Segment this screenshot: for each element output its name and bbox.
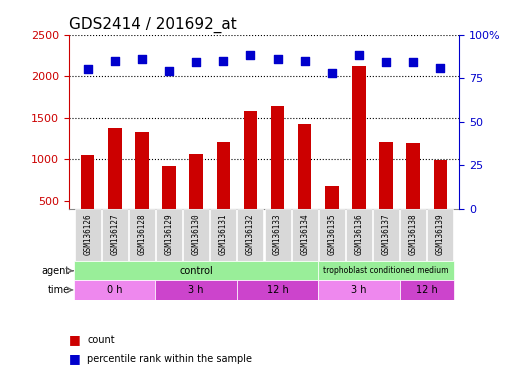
FancyBboxPatch shape	[74, 209, 101, 261]
Text: GSM136126: GSM136126	[83, 213, 92, 255]
Point	[409, 60, 418, 66]
Bar	[325, 185, 338, 242]
Text: GSM136139: GSM136139	[436, 213, 445, 255]
Point	[246, 52, 254, 58]
Text: 3 h: 3 h	[188, 285, 204, 295]
Point	[327, 70, 336, 76]
Text: agent: agent	[42, 266, 70, 276]
FancyBboxPatch shape	[129, 209, 155, 261]
Text: percentile rank within the sample: percentile rank within the sample	[87, 354, 252, 364]
Text: trophoblast conditioned medium: trophoblast conditioned medium	[323, 266, 449, 275]
Text: GSM136128: GSM136128	[137, 213, 146, 255]
Text: GSM136130: GSM136130	[192, 213, 201, 255]
FancyBboxPatch shape	[183, 209, 209, 261]
FancyBboxPatch shape	[319, 209, 345, 261]
FancyBboxPatch shape	[102, 209, 128, 261]
FancyBboxPatch shape	[74, 261, 318, 280]
Text: GSM136136: GSM136136	[354, 213, 363, 255]
Text: GSM136135: GSM136135	[327, 213, 336, 255]
Bar	[298, 124, 312, 242]
Point	[382, 60, 390, 66]
Bar	[243, 111, 257, 242]
FancyBboxPatch shape	[373, 209, 399, 261]
FancyBboxPatch shape	[400, 209, 426, 261]
Text: GSM136133: GSM136133	[273, 213, 282, 255]
Bar	[135, 132, 149, 242]
Text: 3 h: 3 h	[351, 285, 367, 295]
Text: 12 h: 12 h	[416, 285, 438, 295]
FancyBboxPatch shape	[155, 280, 237, 300]
Bar	[271, 106, 285, 242]
Point	[436, 65, 445, 71]
Text: 0 h: 0 h	[107, 285, 122, 295]
Text: count: count	[87, 335, 115, 345]
Text: GDS2414 / 201692_at: GDS2414 / 201692_at	[69, 17, 237, 33]
Bar	[352, 66, 366, 242]
Point	[355, 52, 363, 58]
FancyBboxPatch shape	[156, 209, 182, 261]
Bar	[433, 160, 447, 242]
Bar	[108, 127, 121, 242]
Bar	[379, 142, 393, 242]
Text: GSM136138: GSM136138	[409, 213, 418, 255]
FancyBboxPatch shape	[346, 209, 372, 261]
FancyBboxPatch shape	[237, 280, 318, 300]
Text: GSM136134: GSM136134	[300, 213, 309, 255]
FancyBboxPatch shape	[210, 209, 237, 261]
FancyBboxPatch shape	[74, 280, 155, 300]
FancyBboxPatch shape	[238, 209, 263, 261]
Bar	[162, 166, 176, 242]
FancyBboxPatch shape	[427, 209, 454, 261]
Bar	[216, 142, 230, 242]
Point	[83, 66, 92, 73]
FancyBboxPatch shape	[265, 209, 290, 261]
Bar	[407, 143, 420, 242]
Bar	[81, 155, 95, 242]
FancyBboxPatch shape	[318, 261, 454, 280]
Text: control: control	[180, 266, 213, 276]
Text: 12 h: 12 h	[267, 285, 288, 295]
FancyBboxPatch shape	[400, 280, 454, 300]
Text: ■: ■	[69, 333, 80, 346]
Point	[274, 56, 282, 62]
FancyBboxPatch shape	[318, 280, 400, 300]
FancyBboxPatch shape	[291, 209, 318, 261]
Point	[110, 58, 119, 64]
Point	[219, 58, 228, 64]
Text: GSM136137: GSM136137	[382, 213, 391, 255]
Text: time: time	[48, 285, 70, 295]
Point	[300, 58, 309, 64]
Text: GSM136127: GSM136127	[110, 213, 119, 255]
Point	[165, 68, 173, 74]
Point	[138, 56, 146, 62]
Text: GSM136129: GSM136129	[165, 213, 174, 255]
Text: GSM136132: GSM136132	[246, 213, 255, 255]
Text: GSM136131: GSM136131	[219, 213, 228, 255]
Bar	[190, 154, 203, 242]
Point	[192, 60, 201, 66]
Text: ■: ■	[69, 353, 80, 366]
